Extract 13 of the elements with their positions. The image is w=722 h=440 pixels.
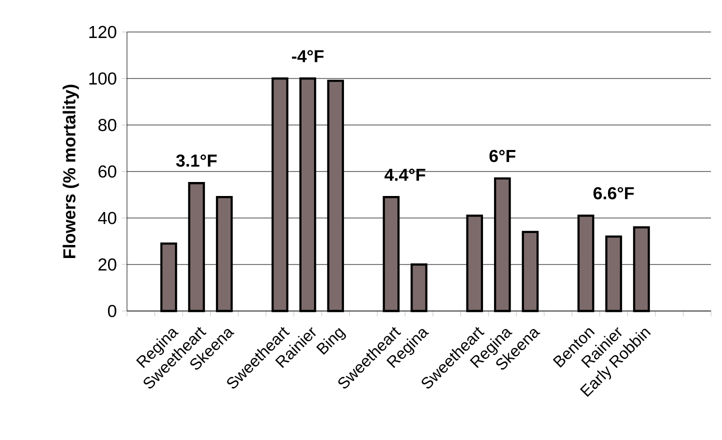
y-tick-label: 40 — [98, 212, 116, 224]
y-tick-label: 60 — [98, 165, 116, 178]
annotation: 4.4°F — [384, 168, 426, 181]
annotation: 6°F — [489, 150, 516, 162]
y-tick-label: 100 — [89, 72, 116, 85]
annotation: 3.1°F — [176, 154, 217, 167]
y-tick-label: 0 — [108, 304, 116, 318]
y-tick-label: 120 — [89, 26, 116, 38]
y-axis-title: Flowers (% mortality) — [62, 84, 79, 258]
annotation: 6.6°F — [593, 187, 634, 200]
y-tick-label: 80 — [98, 118, 116, 132]
y-tick-label: 20 — [98, 258, 116, 271]
annotation: -4°F — [292, 50, 324, 62]
